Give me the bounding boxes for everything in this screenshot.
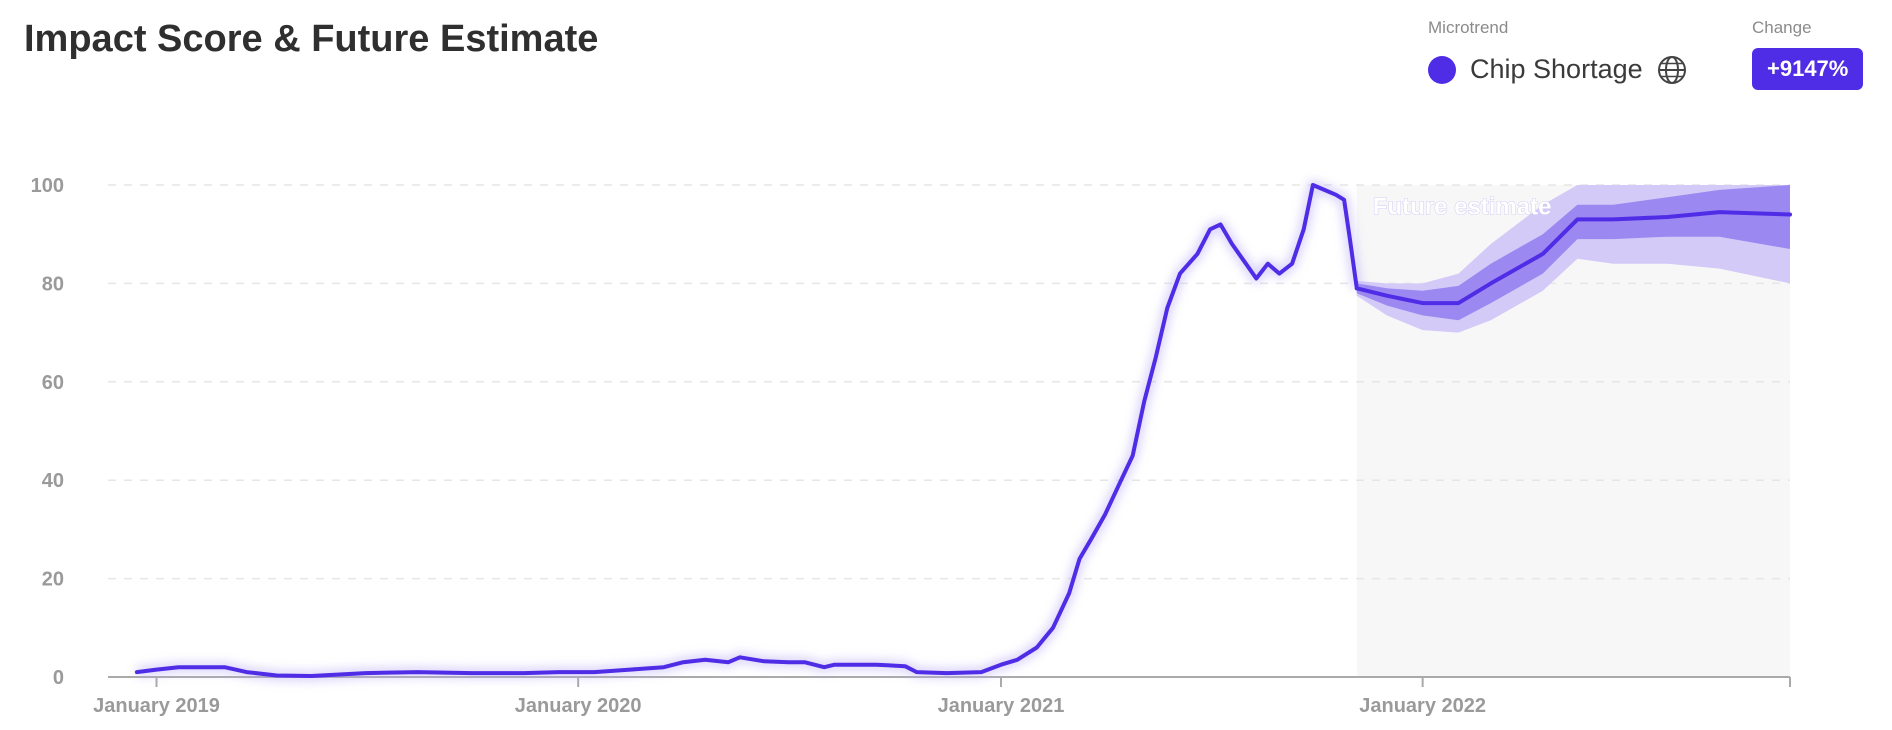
y-tick-label: 80 [42,273,64,295]
change-label: Change [1752,18,1812,37]
change-badge: +9147% [1752,48,1864,90]
x-tick-label: January 2019 [93,695,220,717]
page-title: Impact Score & Future Estimate [24,18,599,60]
globe-icon[interactable] [1657,55,1687,85]
y-tick-label: 20 [42,569,64,591]
y-tick-label: 100 [31,175,64,197]
inner-confidence-band [1356,185,1790,321]
y-tick-label: 40 [42,470,64,492]
legend-label: Microtrend [1428,18,1509,37]
future-estimate-label: Future estimate [1373,194,1552,221]
series-line-chip-shortage [134,183,1359,678]
legend-item-label: Chip Shortage [1470,54,1643,84]
y-tick-label: 60 [42,372,64,394]
legend-item[interactable]: Chip Shortage [1428,54,1687,85]
change-block: Change +9147% [1752,18,1864,90]
x-tick-label: January 2021 [938,695,1065,717]
y-tick-label: 0 [53,667,64,689]
legend: Microtrend Chip Shortage [1428,18,1687,85]
series-line-glow [136,180,1362,681]
series-line-future-estimate [1354,210,1792,306]
x-tick-label: January 2020 [515,695,642,717]
x-tick-label: January 2022 [1359,695,1486,717]
legend-dot-icon [1428,55,1456,84]
